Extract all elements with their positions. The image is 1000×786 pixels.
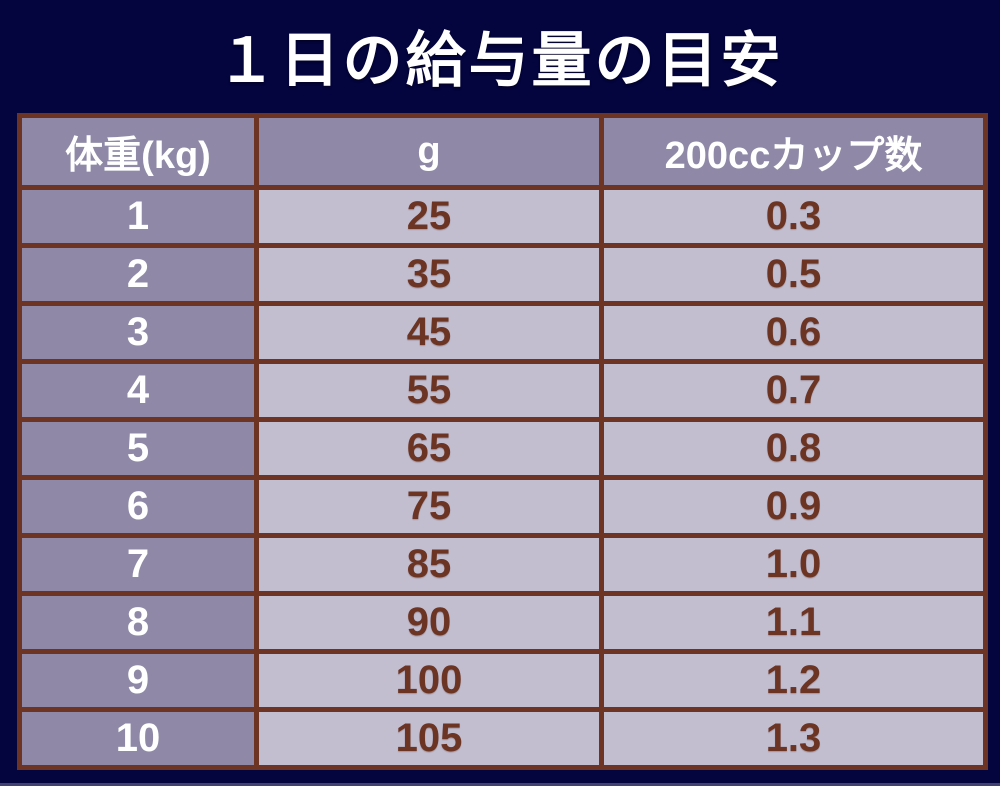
col-header-weight: 体重(kg) (17, 113, 259, 190)
table-row: 9 100 1.2 (17, 649, 988, 712)
table-row: 2 35 0.5 (17, 243, 988, 306)
cups-cell: 0.3 (599, 185, 988, 248)
weight-cell: 7 (17, 533, 259, 596)
table-row: 10 105 1.3 (17, 707, 988, 770)
grams-cell: 45 (254, 301, 604, 364)
table-row: 3 45 0.6 (17, 301, 988, 364)
feeding-guideline-table: 体重(kg) g 200ccカップ数 1 25 0.3 2 35 0.5 3 45 0.6 4 55 0.… (17, 113, 988, 770)
cups-cell: 0.8 (599, 417, 988, 480)
weight-cell: 8 (17, 591, 259, 654)
cups-cell: 1.3 (599, 707, 988, 770)
weight-cell: 10 (17, 707, 259, 770)
grams-cell: 65 (254, 417, 604, 480)
grams-cell: 25 (254, 185, 604, 248)
grams-cell: 75 (254, 475, 604, 538)
cups-cell: 1.1 (599, 591, 988, 654)
cups-cell: 1.2 (599, 649, 988, 712)
table-row: 8 90 1.1 (17, 591, 988, 654)
table-row: 1 25 0.3 (17, 185, 988, 248)
grams-cell: 105 (254, 707, 604, 770)
weight-cell: 6 (17, 475, 259, 538)
col-header-grams: g (254, 113, 604, 190)
cups-cell: 1.0 (599, 533, 988, 596)
header-row: 体重(kg) g 200ccカップ数 (17, 113, 988, 190)
table-row: 5 65 0.8 (17, 417, 988, 480)
weight-cell: 1 (17, 185, 259, 248)
table-header: 体重(kg) g 200ccカップ数 (17, 113, 988, 190)
grams-cell: 90 (254, 591, 604, 654)
page-title: １日の給与量の目安 (216, 26, 784, 94)
grams-cell: 100 (254, 649, 604, 712)
col-header-cups: 200ccカップ数 (599, 113, 988, 190)
table-row: 7 85 1.0 (17, 533, 988, 596)
weight-cell: 5 (17, 417, 259, 480)
grams-cell: 85 (254, 533, 604, 596)
cups-cell: 0.6 (599, 301, 988, 364)
cups-cell: 0.7 (599, 359, 988, 422)
bottom-edge-line (0, 783, 1000, 786)
table-body: 1 25 0.3 2 35 0.5 3 45 0.6 4 55 0.7 5 65 0.8 6 75 0.9 7 85 1… (17, 185, 988, 770)
weight-cell: 4 (17, 359, 259, 422)
table-row: 6 75 0.9 (17, 475, 988, 538)
grams-cell: 35 (254, 243, 604, 306)
weight-cell: 9 (17, 649, 259, 712)
table-row: 4 55 0.7 (17, 359, 988, 422)
weight-cell: 2 (17, 243, 259, 306)
grams-cell: 55 (254, 359, 604, 422)
weight-cell: 3 (17, 301, 259, 364)
cups-cell: 0.9 (599, 475, 988, 538)
cups-cell: 0.5 (599, 243, 988, 306)
